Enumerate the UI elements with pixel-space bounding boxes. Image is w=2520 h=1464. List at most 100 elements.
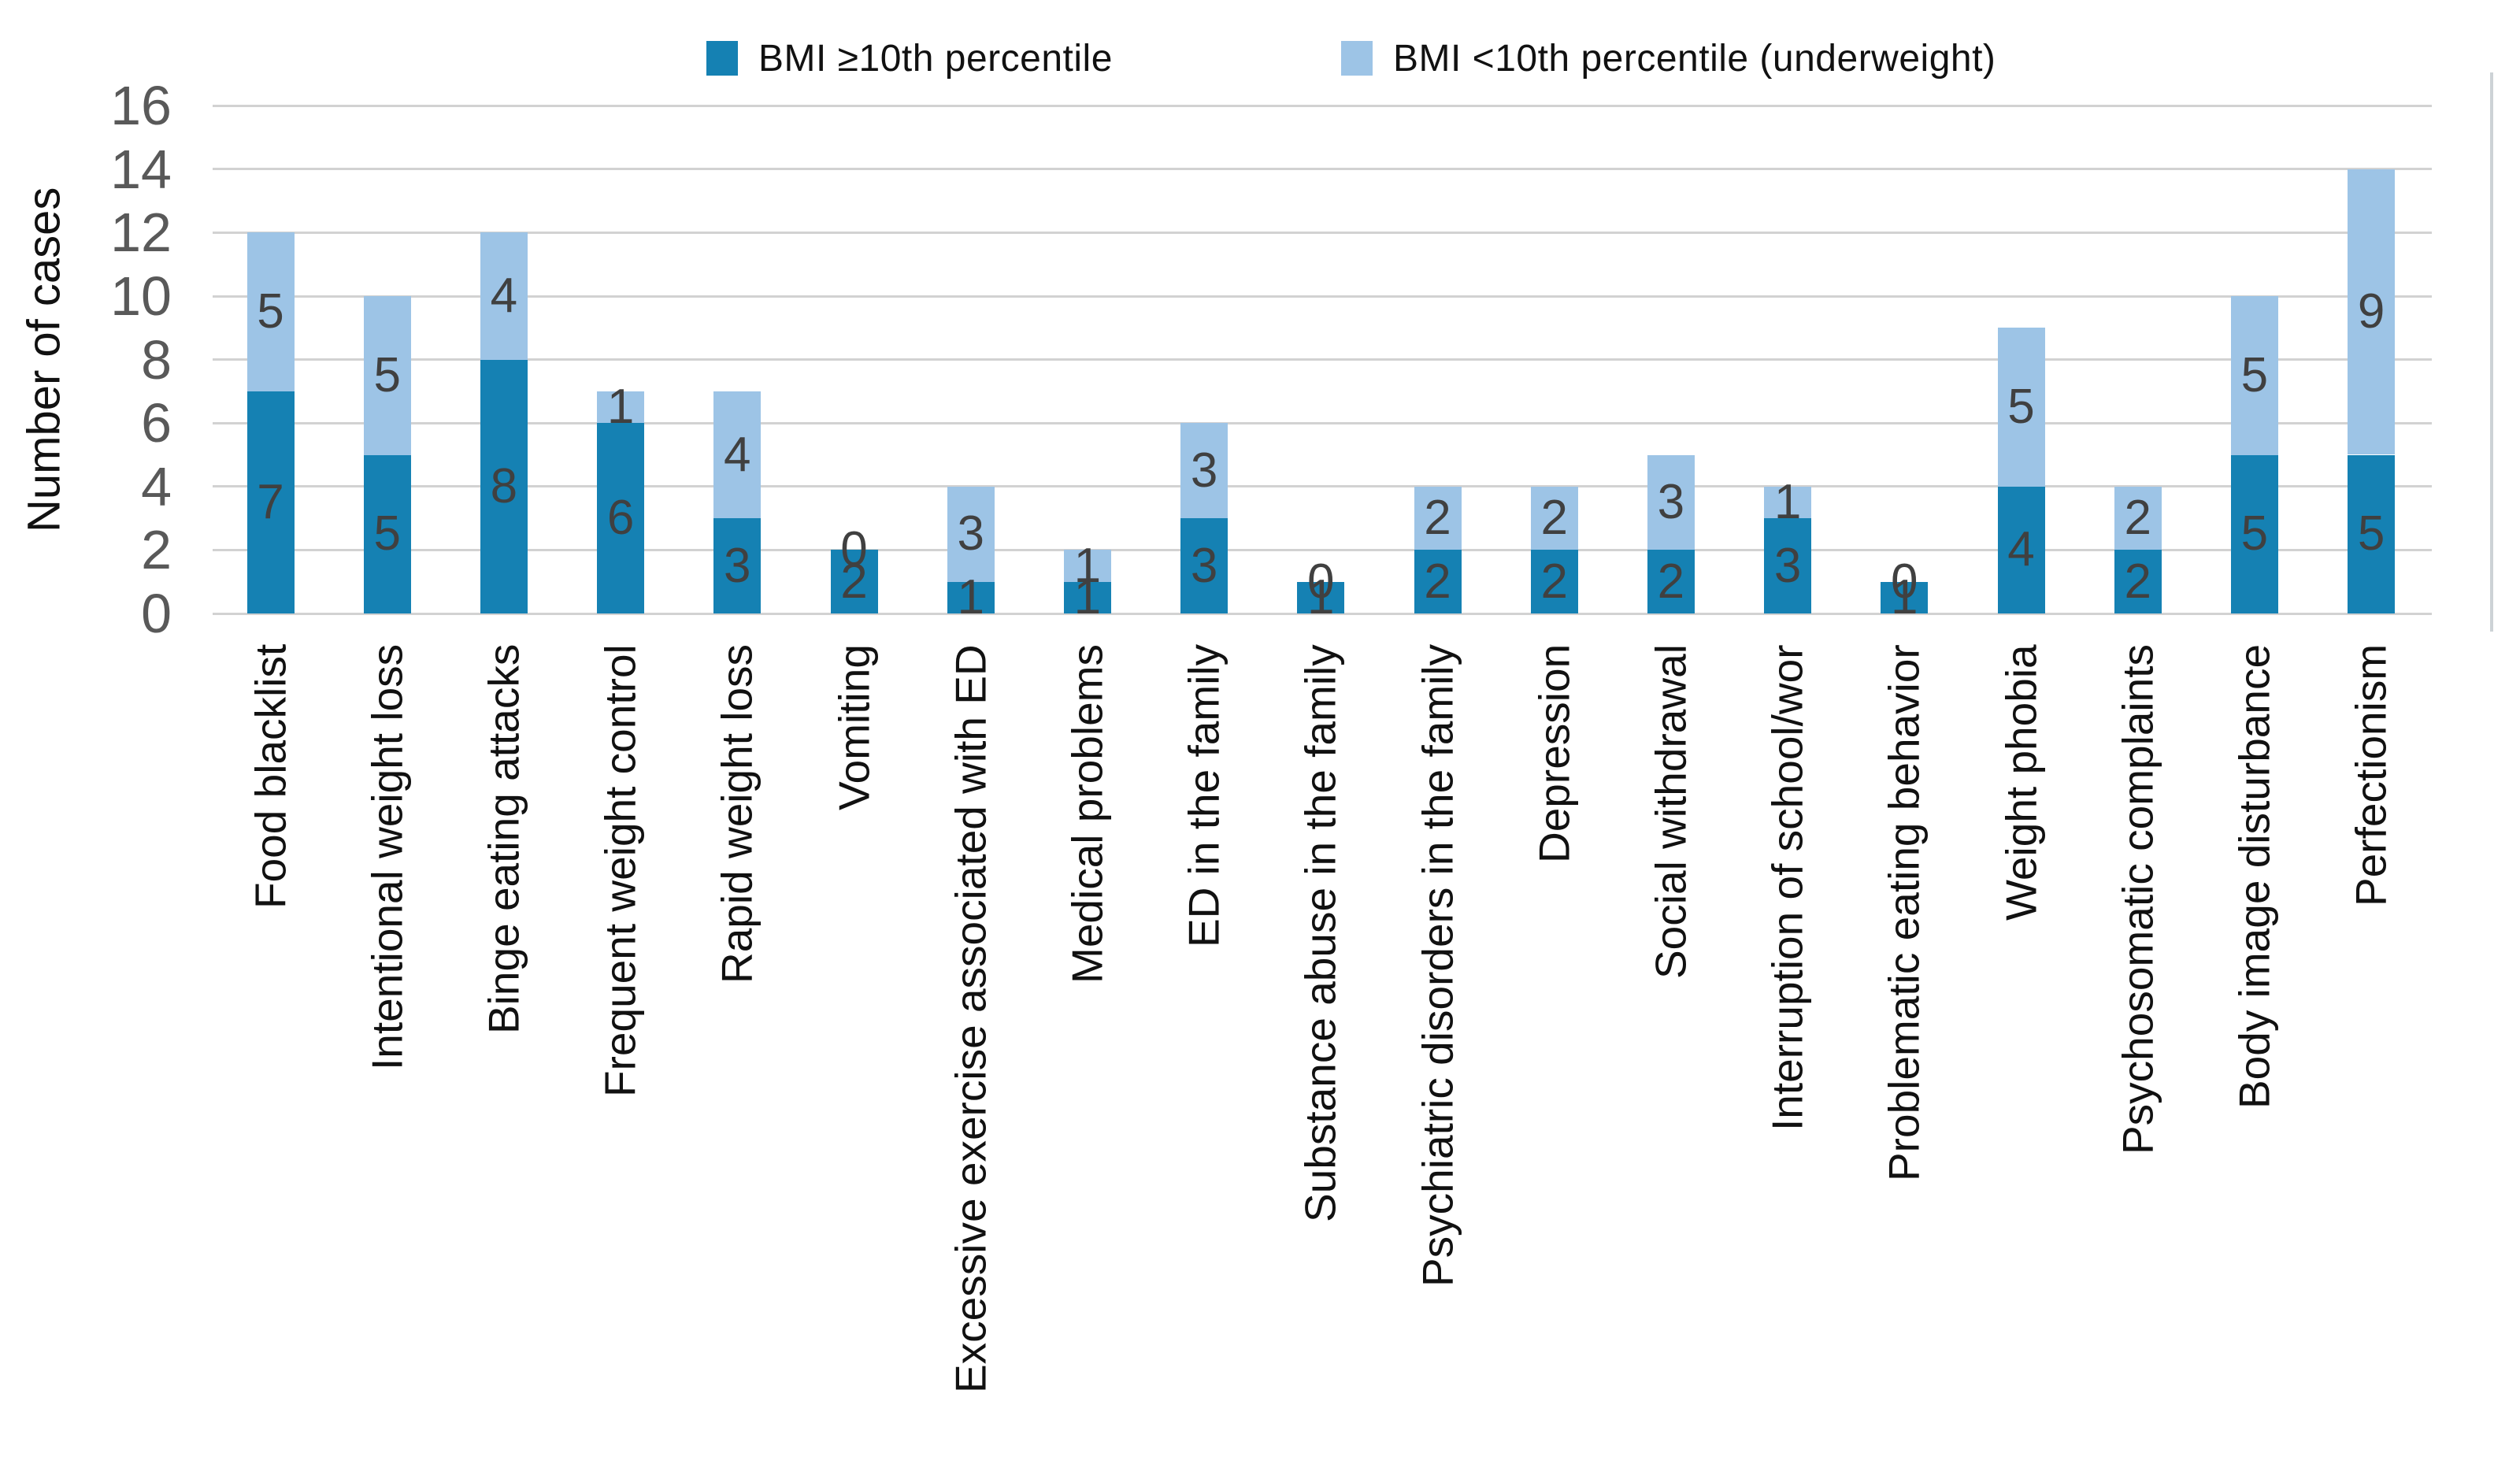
bar-value-label-dark: 3	[1773, 538, 1802, 593]
category-label: Problematic eating behavior	[1879, 644, 1929, 1181]
bar-segment-light	[1997, 328, 2045, 487]
bar-segment-light	[1764, 486, 1812, 519]
bar-segment-dark	[1530, 550, 1578, 613]
gridline	[213, 231, 2432, 234]
bar-value-label-dark: 1	[1307, 569, 1335, 625]
gridline	[213, 485, 2432, 488]
category-label: Intentional weight loss	[362, 644, 412, 1071]
bar-value-label-light: 0	[840, 522, 868, 577]
category-label: Social withdrawal	[1646, 644, 1695, 979]
bar-value-label-dark: 8	[490, 458, 518, 513]
bar-segment-light	[1063, 550, 1111, 582]
category-label: Depression	[1529, 644, 1579, 864]
y-tick-label: 6	[141, 392, 172, 454]
bar-segment-dark	[713, 518, 762, 613]
bar-segment-dark	[1180, 518, 1228, 613]
bar-segment-light	[1647, 454, 1695, 550]
bar-segment-dark	[1647, 550, 1695, 613]
category-label: Rapid weight loss	[712, 644, 762, 984]
category-label: Excessive exercise associated with ED	[946, 644, 995, 1393]
bar-value-label-light: 9	[2357, 284, 2385, 339]
bar-value-label-light: 3	[1657, 474, 1685, 529]
bar-value-label-dark: 1	[957, 569, 984, 625]
category-label: Interruption of school/wor	[1762, 644, 1812, 1131]
bar-value-label-light: 5	[2007, 380, 2035, 435]
bar-value-label-light: 4	[724, 427, 751, 482]
category-label: Frequent weight control	[595, 644, 645, 1097]
bar-value-label-dark: 2	[1540, 554, 1568, 609]
bar-segment-dark	[597, 423, 645, 613]
bar-segment-light	[1180, 423, 1228, 519]
bar-segment-dark	[1063, 581, 1111, 613]
bar-segment-light	[713, 391, 762, 519]
bar-segment-dark	[2114, 550, 2162, 613]
bar-value-label-light: 5	[373, 347, 401, 402]
bar-value-label-dark: 4	[2007, 522, 2035, 577]
bar-value-label-dark: 2	[840, 554, 868, 609]
y-tick-label: 8	[141, 328, 172, 391]
bar-value-label-dark: 5	[2240, 506, 2269, 562]
legend-swatch-dark-blue	[706, 41, 738, 76]
y-tick-label: 4	[141, 455, 172, 517]
y-tick-label: 0	[141, 583, 172, 644]
bar-value-label-light: 4	[490, 269, 518, 323]
gridline	[213, 104, 2432, 107]
category-label: Perfectionism	[2346, 644, 2396, 907]
bar-segment-dark	[1414, 550, 1462, 613]
bar-segment-dark	[1764, 518, 1812, 613]
bar-value-label-light: 2	[1540, 491, 1568, 546]
legend-swatch-light-blue	[1341, 41, 1373, 76]
bar-segment-dark	[2230, 454, 2278, 613]
legend-label: BMI <10th percentile (underweight)	[1393, 37, 1996, 80]
category-label: Body image disturbance	[2229, 644, 2279, 1110]
bar-value-label-light: 1	[606, 380, 635, 435]
gridline	[213, 548, 2432, 551]
bar-segment-light	[480, 232, 528, 360]
bar-segment-light	[363, 296, 411, 455]
gridline	[213, 295, 2432, 298]
bar-segment-light	[246, 232, 295, 391]
bar-value-label-dark: 3	[724, 538, 751, 593]
gridline	[213, 612, 2432, 615]
bar-segment-light	[2114, 486, 2162, 550]
bar-value-label-light: 3	[1190, 443, 1218, 498]
gridline	[213, 358, 2432, 361]
bar-value-label-dark: 2	[1657, 554, 1685, 609]
y-tick-label: 16	[110, 75, 172, 137]
category-label: Psychiatric disorders in the family	[1413, 644, 1462, 1288]
gridline	[213, 421, 2432, 424]
category-label: Medical problems	[1062, 644, 1112, 984]
legend-label: BMI ≥10th percentile	[758, 37, 1113, 80]
bar-value-label-light: 0	[1891, 554, 1918, 609]
bar-value-label-dark: 2	[2124, 554, 2151, 609]
bar-value-label-light: 1	[1773, 474, 1802, 529]
bar-segment-dark	[1297, 581, 1345, 613]
bar-segment-light	[947, 486, 995, 582]
category-label: Vomiting	[829, 644, 878, 810]
category-label: Food blacklist	[246, 644, 295, 910]
category-label: Substance abuse in the family	[1295, 644, 1345, 1222]
category-label: Weight phobia	[1996, 644, 2045, 921]
bar-segment-light	[1414, 486, 1462, 550]
bar-value-label-dark: 7	[257, 474, 284, 529]
bar-value-label-light: 2	[2124, 491, 2151, 546]
bar-segment-dark	[1997, 486, 2045, 613]
bar-segment-dark	[2348, 454, 2396, 613]
bar-segment-dark	[947, 581, 995, 613]
gridline	[213, 168, 2432, 171]
bar-value-label-dark: 1	[1891, 569, 1918, 625]
legend-item-bmi-lt-10th: BMI <10th percentile (underweight)	[1341, 35, 1996, 82]
y-tick-label: 12	[110, 202, 172, 264]
bar-value-label-light: 5	[2240, 347, 2269, 402]
legend-item-bmi-ge-10th: BMI ≥10th percentile	[706, 35, 1113, 82]
bar-segment-dark	[480, 359, 528, 613]
bar-value-label-dark: 5	[373, 506, 401, 562]
category-label: ED in the family	[1179, 644, 1228, 948]
bar-segment-dark	[363, 454, 411, 613]
bar-value-label-dark: 6	[606, 491, 635, 546]
bar-value-label-light: 2	[1424, 491, 1451, 546]
y-tick-label: 2	[141, 519, 172, 581]
bar-segment-light	[2348, 169, 2396, 455]
bar-segment-dark	[830, 550, 878, 613]
